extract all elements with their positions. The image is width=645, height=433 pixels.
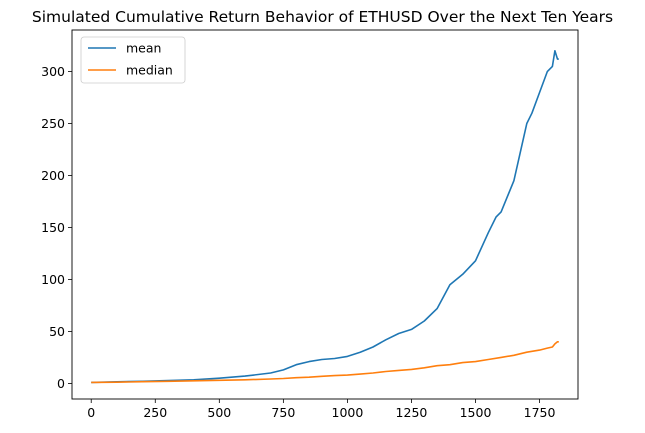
y-tick-label: 250 [41, 116, 65, 131]
legend-label-median: median [126, 63, 173, 78]
y-tick-label: 200 [41, 168, 65, 183]
x-tick-label: 1750 [524, 405, 556, 420]
legend-label-mean: mean [126, 41, 161, 56]
x-tick-label: 1500 [460, 405, 492, 420]
axes-layer: 0 250 500 750 1000 1250 1500 1750 0 50 100 150 200 25… [41, 64, 555, 420]
series-line-mean [91, 50, 559, 384]
x-tick-label: 750 [271, 405, 295, 420]
chart-title: Simulated Cumulative Return Behavior of … [32, 8, 613, 26]
x-tick-label: 1000 [332, 405, 364, 420]
y-tick-label: 150 [41, 220, 65, 235]
plot-area [72, 30, 578, 399]
y-tick-label: 0 [57, 376, 65, 391]
x-tick-label: 500 [207, 405, 231, 420]
x-tick-label: 1250 [396, 405, 428, 420]
y-tick-label: 100 [41, 272, 65, 287]
x-tick-label: 250 [143, 405, 167, 420]
x-tick-label: 0 [87, 405, 95, 420]
series-line-median [91, 341, 559, 384]
y-tick-label: 50 [49, 324, 65, 339]
legend: mean median [80, 36, 186, 84]
plot-frame [71, 29, 579, 400]
series-layer [91, 50, 559, 384]
y-tick-label: 300 [41, 64, 65, 79]
